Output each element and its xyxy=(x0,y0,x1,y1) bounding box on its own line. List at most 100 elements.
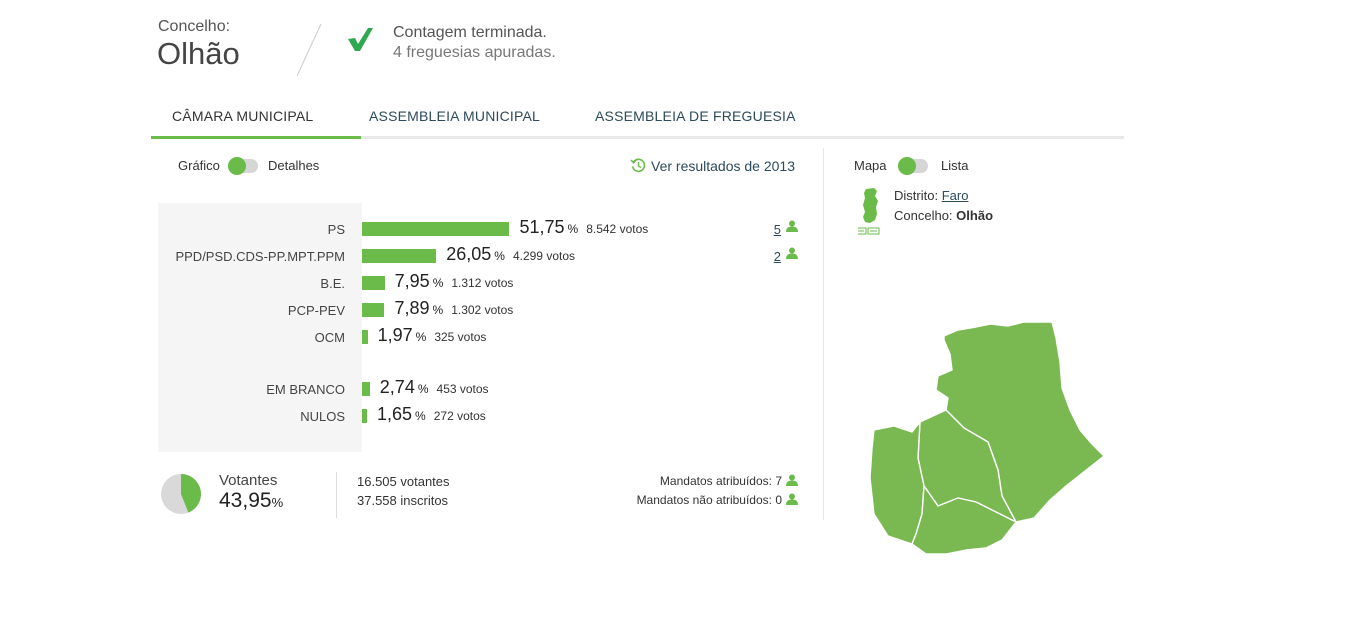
portugal-map-icon[interactable] xyxy=(858,187,884,237)
pct-value: 26,05 xyxy=(446,244,492,264)
view-toggle-knob xyxy=(228,157,246,175)
pct-value: 7,95 xyxy=(394,271,430,291)
freguesia-region-west[interactable] xyxy=(869,421,925,545)
history-link[interactable]: Ver resultados de 2013 xyxy=(630,157,795,174)
vote-bar xyxy=(362,382,370,396)
turnout-label: Votantes xyxy=(219,472,278,489)
result-row: OCM 1,97% 325 votos xyxy=(158,325,798,349)
concelho-map[interactable] xyxy=(866,318,1108,560)
turnout-percentage: 43,95% xyxy=(219,489,283,513)
turnout-pie-chart xyxy=(161,474,201,514)
vote-bar xyxy=(362,409,367,423)
concelho-info: Concelho: Olhão xyxy=(894,208,993,223)
person-icon xyxy=(786,474,798,486)
party-labels-panel xyxy=(158,203,362,452)
pct-symbol: % xyxy=(415,330,427,344)
pct-value: 1,97 xyxy=(377,325,413,345)
turnout-pct-value: 43,95 xyxy=(219,489,272,512)
toggle-label-mapa: Mapa xyxy=(854,158,887,173)
pct-symbol: % xyxy=(494,249,505,263)
tab-assembleia-freguesia[interactable]: ASSEMBLEIA DE FREGUESIA xyxy=(595,108,796,124)
result-row: EM BRANCO 2,74% 453 votos xyxy=(158,377,798,401)
tab-assembleia-municipal[interactable]: ASSEMBLEIA MUNICIPAL xyxy=(369,108,541,124)
result-row: PPD/PSD.CDS-PP.MPT.PPM 26,05% 4.299 votos 2 xyxy=(158,244,798,268)
status-subtitle: 4 freguesias apuradas. xyxy=(393,44,556,61)
vote-bar xyxy=(362,222,510,236)
vote-bar xyxy=(362,249,437,263)
pct-symbol: % xyxy=(432,303,444,317)
map-toggle[interactable] xyxy=(898,157,928,175)
vote-percentage: 26,05% 4.299 votos xyxy=(446,244,575,265)
seats-link[interactable]: 2 xyxy=(773,249,781,264)
person-icon xyxy=(786,493,798,505)
freguesia-region-east[interactable] xyxy=(935,321,1105,523)
vote-count: 453 votos xyxy=(436,382,489,396)
concelho-info-value: Olhão xyxy=(956,208,994,223)
mandates-unassigned: Mandatos não atribuídos: 0 xyxy=(636,493,782,507)
toggle-label-lista: Lista xyxy=(941,158,969,173)
status-title: Contagem terminada. xyxy=(393,24,547,41)
freguesia-region-south[interactable] xyxy=(911,485,1017,555)
distrito-info: Distrito: Faro xyxy=(894,188,968,203)
vote-percentage: 1,65% 272 votos xyxy=(377,404,486,425)
vote-count: 4.299 votos xyxy=(512,249,575,263)
pct-symbol: % xyxy=(417,382,429,396)
turnout-pie-slice xyxy=(181,474,201,513)
pct-value: 7,89 xyxy=(394,298,430,318)
vote-bar xyxy=(362,276,385,290)
votantes-count: 16.505 votantes xyxy=(357,474,450,489)
map-toggle-knob xyxy=(898,157,916,175)
history-link-label: Ver resultados de 2013 xyxy=(651,158,795,174)
toggle-label-detalhes: Detalhes xyxy=(268,158,320,173)
header-divider xyxy=(296,23,322,77)
active-tab-indicator xyxy=(151,136,361,139)
history-icon xyxy=(630,158,646,173)
vote-percentage: 51,75% 8.542 votos xyxy=(519,217,648,238)
pct-value: 2,74 xyxy=(379,377,415,397)
stats-divider xyxy=(336,472,337,518)
vote-bar xyxy=(362,303,385,317)
distrito-link[interactable]: Faro xyxy=(941,188,969,203)
pct-symbol: % xyxy=(432,276,444,290)
concelho-label: Concelho: xyxy=(158,18,231,35)
pct-symbol: % xyxy=(415,409,426,423)
party-name: OCM xyxy=(314,330,345,345)
concelho-info-label: Concelho: xyxy=(894,208,953,223)
result-row: NULOS 1,65% 272 votos xyxy=(158,404,798,428)
party-name: NULOS xyxy=(300,409,345,424)
inscritos-count: 37.558 inscritos xyxy=(357,493,449,508)
tab-camara-municipal[interactable]: CÂMARA MUNICIPAL xyxy=(172,108,314,124)
vote-percentage: 1,97% 325 votos xyxy=(378,325,487,346)
concelho-name: Olhão xyxy=(157,36,240,71)
view-toggle[interactable] xyxy=(228,157,258,175)
toggle-label-grafico: Gráfico xyxy=(178,158,220,173)
person-icon xyxy=(786,246,798,264)
vote-count: 325 votos xyxy=(434,330,487,344)
panel-divider xyxy=(823,148,824,520)
party-name: PPD/PSD.CDS-PP.MPT.PPM xyxy=(175,249,345,264)
turnout-pct-symbol: % xyxy=(271,495,284,510)
pct-value: 51,75 xyxy=(519,217,565,237)
result-row: PCP-PEV 7,89% 1.302 votos xyxy=(158,298,798,322)
party-name: B.E. xyxy=(320,276,345,291)
person-icon xyxy=(786,219,798,237)
party-name: EM BRANCO xyxy=(266,382,345,397)
vote-count: 272 votos xyxy=(433,409,486,423)
vote-count: 8.542 votos xyxy=(586,222,649,236)
seats-link[interactable]: 5 xyxy=(773,222,781,237)
election-tabs: CÂMARA MUNICIPAL ASSEMBLEIA MUNICIPAL AS… xyxy=(151,100,1124,139)
party-name: PS xyxy=(327,222,345,237)
vote-percentage: 7,89% 1.302 votos xyxy=(394,298,513,319)
result-row: PS 51,75% 8.542 votos 5 xyxy=(158,217,798,241)
vote-percentage: 7,95% 1.312 votos xyxy=(395,271,514,292)
party-name: PCP-PEV xyxy=(287,303,345,318)
vote-count: 1.302 votos xyxy=(451,303,514,317)
vote-count: 1.312 votos xyxy=(451,276,514,290)
mandates-assigned: Mandatos atribuídos: 7 xyxy=(659,474,782,488)
result-row: B.E. 7,95% 1.312 votos xyxy=(158,271,798,295)
distrito-label: Distrito: xyxy=(894,188,939,203)
vote-bar xyxy=(362,330,368,344)
pct-value: 1,65 xyxy=(377,404,413,424)
vote-percentage: 2,74% 453 votos xyxy=(380,377,489,398)
check-icon xyxy=(348,28,373,51)
